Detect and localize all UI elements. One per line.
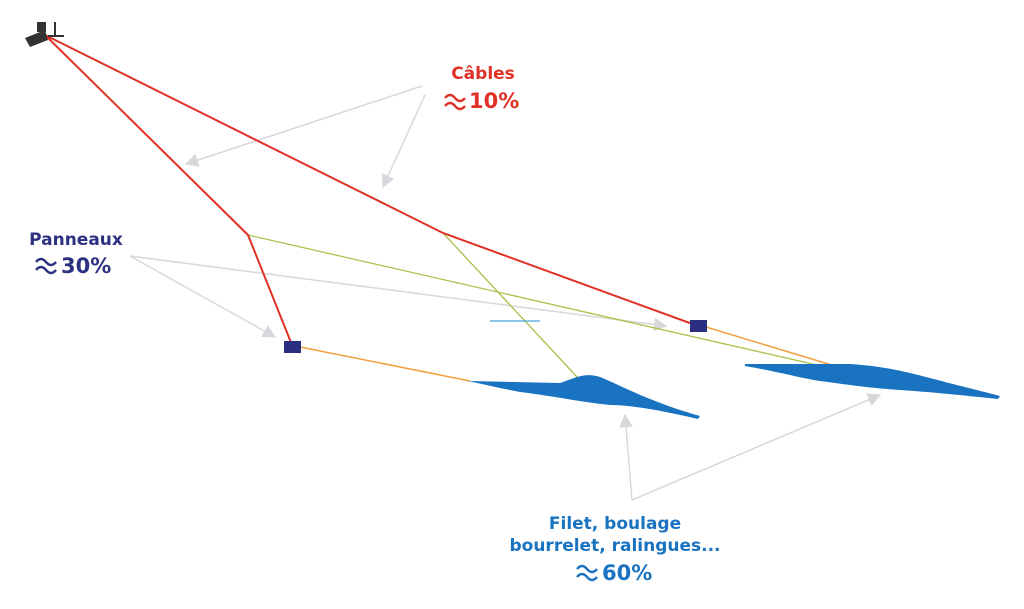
ship: [25, 22, 64, 47]
label-value: 30%: [61, 254, 111, 278]
label-title: Filet, boulage: [549, 514, 681, 534]
label-value: 10%: [469, 89, 519, 113]
label-title: Panneaux: [29, 230, 123, 250]
pointer-arrows: [129, 85, 882, 501]
door: [284, 341, 301, 353]
label-title: bourrelet, ralingues...: [509, 536, 720, 556]
approx-icon: [444, 93, 466, 111]
approx-icon: [576, 564, 598, 582]
label-title: Câbles: [451, 64, 515, 84]
bridles: [247, 232, 831, 379]
net-right: [745, 364, 1000, 399]
approx-icon: [35, 257, 57, 275]
label-value: 60%: [602, 561, 652, 585]
cables: [44, 34, 699, 346]
sweeps: [299, 326, 836, 382]
net-left: [468, 375, 700, 419]
door: [690, 320, 707, 332]
